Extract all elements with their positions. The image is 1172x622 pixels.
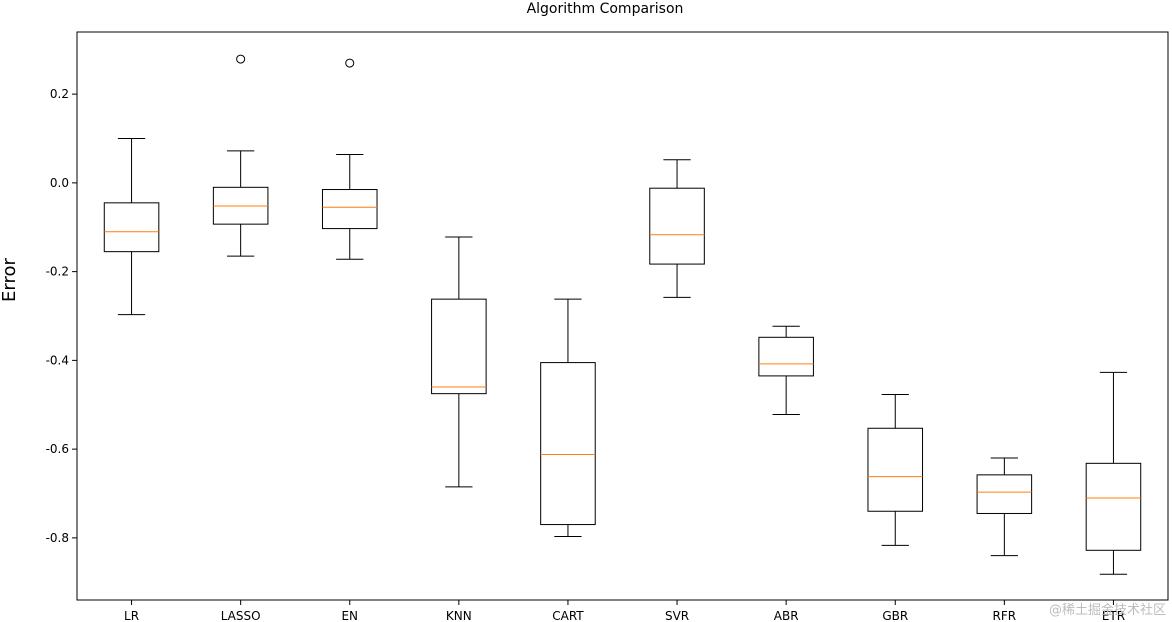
x-tick-label: SVR bbox=[665, 609, 689, 622]
box-lasso bbox=[212, 54, 269, 257]
box-iqr bbox=[758, 336, 814, 377]
box-etr bbox=[1085, 371, 1142, 575]
y-tick-label: -0.2 bbox=[46, 265, 69, 279]
box-knn bbox=[431, 236, 487, 488]
y-tick-label: -0.6 bbox=[46, 442, 69, 456]
axes-frame bbox=[76, 31, 1169, 601]
outlier-point bbox=[345, 58, 355, 68]
box-rfr bbox=[976, 457, 1033, 557]
box-iqr bbox=[431, 298, 487, 395]
y-tick-label: 0.0 bbox=[50, 176, 69, 190]
x-ticks: LR LASSO EN KNN CART SVR ABR GBR RFR ETR bbox=[124, 600, 1125, 622]
box-iqr bbox=[649, 187, 705, 265]
box-iqr bbox=[540, 362, 596, 526]
y-tick-label: -0.4 bbox=[46, 353, 69, 367]
y-tick-label: -0.8 bbox=[46, 531, 69, 545]
y-ticks: 0.2 0.0 -0.2 -0.4 -0.6 -0.8 bbox=[46, 87, 77, 545]
watermark: @稀土掘金技术社区 bbox=[1048, 603, 1166, 618]
x-tick-label: EN bbox=[341, 609, 358, 622]
x-tick-label: LASSO bbox=[221, 609, 261, 622]
box-en bbox=[321, 58, 378, 260]
x-tick-label: CART bbox=[552, 609, 584, 622]
y-axis-label: Error bbox=[0, 257, 20, 301]
outlier-point bbox=[236, 54, 246, 64]
box-abr bbox=[758, 325, 814, 416]
box-iqr bbox=[321, 189, 378, 230]
chart-title: Algorithm Comparison bbox=[527, 1, 684, 17]
x-tick-label: KNN bbox=[446, 609, 472, 622]
box-iqr bbox=[867, 427, 924, 512]
x-tick-label: LR bbox=[124, 609, 139, 622]
box-lr bbox=[103, 138, 160, 316]
x-tick-label: GBR bbox=[882, 609, 908, 622]
box-cart bbox=[540, 298, 596, 538]
box-iqr bbox=[1085, 462, 1142, 551]
x-tick-label: ETR bbox=[1102, 609, 1125, 622]
box-svr bbox=[649, 159, 705, 298]
box-iqr bbox=[976, 474, 1033, 514]
x-tick-label: ABR bbox=[774, 609, 799, 622]
boxes bbox=[103, 54, 1142, 575]
x-tick-label: RFR bbox=[993, 609, 1017, 622]
box-iqr bbox=[103, 202, 160, 253]
box-gbr bbox=[867, 394, 924, 546]
y-tick-label: 0.2 bbox=[50, 87, 69, 101]
